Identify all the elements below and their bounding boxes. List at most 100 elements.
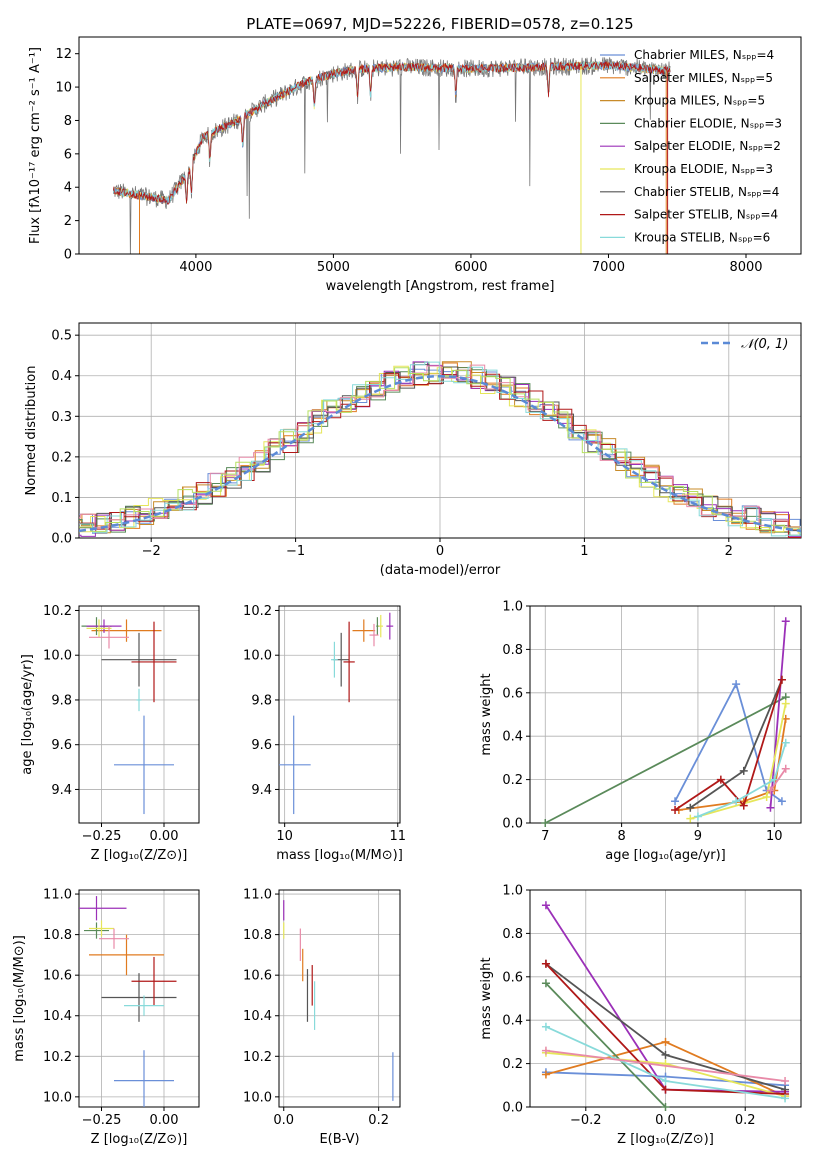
y-tick-label: 0.0 <box>502 1101 523 1116</box>
plot-age_vs_Z: −0.25 0.00 9.4 9.6 9.8 10.0 10.2 Z [log₁₀(Z/Z⊙)… <box>20 604 200 863</box>
y-tick-label: 10 <box>55 81 72 96</box>
x-axis-label: Z [log₁₀(Z/Z⊙)] <box>617 1132 714 1147</box>
marker-chabrier_stelib <box>661 1050 670 1059</box>
y-tick-label: 10.6 <box>243 969 272 984</box>
marker-kroupa_elodie <box>762 792 771 801</box>
y-tick-label: 0.2 <box>502 1057 523 1072</box>
y-tick-label: 0 <box>64 248 72 263</box>
x-tick-label: 4000 <box>179 260 212 275</box>
y-tick-label: 10.0 <box>243 649 272 664</box>
x-tick-label: 10 <box>766 829 783 844</box>
y-axis-label: mass weight <box>479 957 494 1039</box>
axes-frame <box>78 605 200 824</box>
marker-chabrier_elodie <box>541 979 550 988</box>
y-tick-label: 0.6 <box>502 970 523 985</box>
y-tick-label: 10.2 <box>243 1050 272 1065</box>
y-tick-label: 0.0 <box>502 817 523 832</box>
plot-mass_vs_ebv: 0.0 0.2 10.0 10.2 10.4 10.6 10.8 11.0 E(B-V) <box>243 888 401 1147</box>
series-salpeter_stelib <box>674 679 783 811</box>
legend-label: Kroupa ELODIE, Nₛₚₚ=3 <box>634 162 773 176</box>
marker-chabrier_elodie <box>541 819 550 827</box>
marker-salpeter_elodie <box>781 617 790 626</box>
marker-pink <box>781 1076 790 1085</box>
axes-frame <box>278 605 401 824</box>
axes-frame <box>529 605 802 824</box>
y-tick-label: 9.4 <box>51 783 72 798</box>
series-pink <box>545 1049 786 1082</box>
errorbars <box>283 900 394 1101</box>
plot-age_vs_mass: 10 11 9.4 9.6 9.8 10.0 10.2 mass [log₁₀(M/M⊙)] <box>243 604 406 863</box>
x-tick-label: 9 <box>694 829 702 844</box>
marker-chabrier_stelib <box>686 803 695 812</box>
legend-label: Kroupa MILES, Nₛₚₚ=5 <box>634 94 765 108</box>
y-tick-label: 6 <box>64 147 72 162</box>
spectrum-chabrier_miles <box>113 60 671 205</box>
hist-pink <box>79 364 801 529</box>
x-tick-label: −0.2 <box>570 1113 602 1128</box>
x-tick-label: 2 <box>725 544 733 559</box>
marker-chabrier_miles <box>777 797 786 806</box>
x-tick-label: −1 <box>286 544 305 559</box>
spectrum-salpeter_miles <box>113 61 671 204</box>
marker-salpeter_stelib <box>541 959 550 968</box>
axes-frame <box>78 889 200 1108</box>
marker-kroupa_stelib <box>781 738 790 747</box>
marker-salpeter_miles <box>541 1070 550 1079</box>
y-tick-label: 11.0 <box>43 888 72 903</box>
y-axis-label: age [log₁₀(age/yr)] <box>20 654 35 775</box>
x-tick-label: 0.0 <box>655 1113 676 1128</box>
y-tick-label: 0.4 <box>502 1014 523 1029</box>
series-lines <box>541 901 790 1111</box>
marker-kroupa_stelib <box>541 1022 550 1031</box>
y-tick-label: 0.2 <box>502 773 523 788</box>
errorbars <box>81 617 177 815</box>
x-tick-label: 1 <box>580 544 588 559</box>
x-tick-label: −0.25 <box>82 829 122 844</box>
marker-kroupa_stelib <box>781 1094 790 1103</box>
chart-title: PLATE=0697, MJD=52226, FIBERID=0578, z=0… <box>246 15 633 33</box>
marker-kroupa_stelib <box>770 775 779 784</box>
plot-spectrum: 4000 5000 6000 7000 8000 0 2 4 6 8 10 12 wavelength … <box>28 15 802 294</box>
y-tick-label: 0.6 <box>502 686 523 701</box>
x-tick-label: 0.00 <box>150 1113 179 1128</box>
legend-label: Chabrier STELIB, Nₛₚₚ=4 <box>634 185 779 199</box>
x-axis-label: Z [log₁₀(Z/Z⊙)] <box>91 1132 188 1147</box>
gaussian-curve <box>79 374 801 533</box>
legend-label: Chabrier MILES, Nₛₚₚ=4 <box>634 48 774 62</box>
errorbars <box>279 612 394 815</box>
series-salpeter_miles <box>678 718 787 811</box>
axes-frame <box>278 889 401 1108</box>
marker-pink <box>766 786 775 795</box>
plot-residuals: −2 −1 0 1 2 0.0 0.1 0.2 0.3 0.4 0.5 (data-model)/er… <box>24 322 802 578</box>
y-tick-label: 10.6 <box>43 969 72 984</box>
marker-salpeter_stelib <box>716 775 725 784</box>
x-tick-label: 5000 <box>317 260 350 275</box>
marker-chabrier_miles <box>732 680 741 689</box>
x-axis-label: E(B-V) <box>319 1132 359 1147</box>
y-axis-label: Normed distribution <box>24 366 39 496</box>
marker-salpeter_stelib <box>671 805 680 814</box>
errorbars <box>79 896 177 1107</box>
marker-kroupa_elodie <box>781 699 790 708</box>
legend-label: Kroupa STELIB, Nₛₚₚ=6 <box>634 230 770 244</box>
marker-salpeter_stelib <box>777 675 786 684</box>
marker-kroupa_stelib <box>693 812 702 821</box>
marker-kroupa_stelib <box>732 797 741 806</box>
y-tick-label: 0.4 <box>51 369 72 384</box>
spectrum-kroupa_elodie <box>113 60 671 204</box>
y-axis-label: Flux [fλ10⁻¹⁷ erg cm⁻² s⁻¹ A⁻¹] <box>28 47 43 244</box>
y-tick-label: 0.2 <box>51 450 72 465</box>
y-tick-label: 10.4 <box>243 1009 272 1024</box>
spectrum-chabrier_stelib <box>113 61 671 205</box>
marker-salpeter_elodie <box>541 901 550 910</box>
y-tick-label: 0.8 <box>502 927 523 942</box>
marker-pink <box>541 1046 550 1055</box>
x-tick-label: 11 <box>389 829 406 844</box>
x-tick-label: 0.2 <box>368 1113 389 1128</box>
x-tick-label: 7000 <box>592 260 625 275</box>
y-tick-label: 0.4 <box>502 730 523 745</box>
legend-label: Salpeter MILES, Nₛₚₚ=5 <box>634 71 773 85</box>
y-tick-label: 1.0 <box>502 600 523 615</box>
plot-weight_vs_age: 7 8 9 10 0.0 0.2 0.4 0.6 0.8 1.0 age [log₁₀(age/yr… <box>479 600 802 863</box>
hist-salpeter_stelib <box>79 369 801 538</box>
